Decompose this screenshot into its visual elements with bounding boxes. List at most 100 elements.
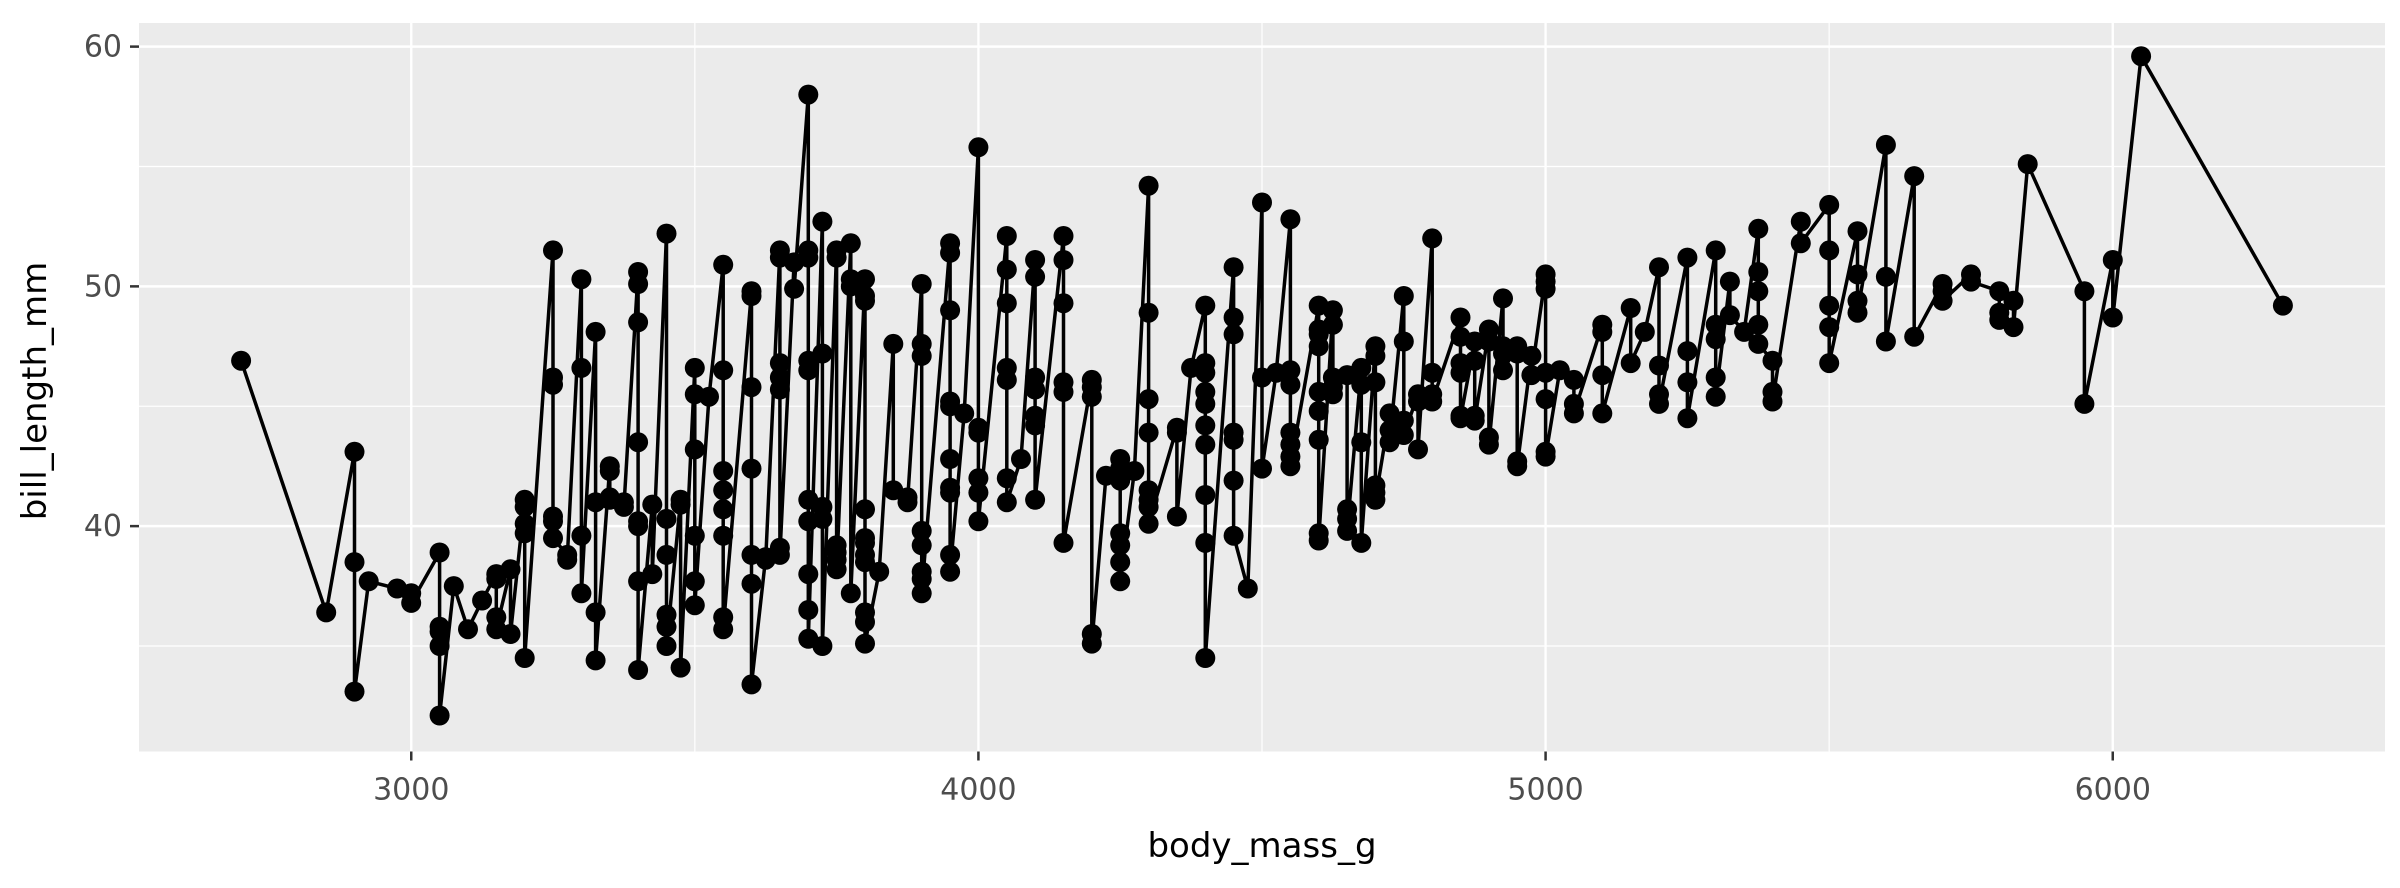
data-point bbox=[1464, 350, 1485, 371]
data-point bbox=[1223, 257, 1244, 278]
data-point bbox=[1875, 266, 1896, 287]
data-point bbox=[486, 568, 507, 589]
data-point bbox=[1351, 432, 1372, 453]
data-point bbox=[1819, 317, 1840, 338]
data-point bbox=[1110, 571, 1131, 592]
data-point bbox=[812, 343, 833, 364]
data-point bbox=[684, 357, 705, 378]
data-point bbox=[855, 269, 875, 290]
data-point bbox=[443, 576, 464, 597]
data-point bbox=[1677, 247, 1698, 268]
data-point bbox=[571, 583, 592, 604]
data-point bbox=[684, 571, 705, 592]
data-point bbox=[1138, 422, 1159, 443]
data-point bbox=[1365, 489, 1386, 510]
x-axis-title: body_mass_g bbox=[1147, 826, 1377, 866]
data-point bbox=[784, 278, 805, 299]
data-point bbox=[1705, 367, 1726, 388]
data-point bbox=[940, 242, 961, 263]
data-point bbox=[1748, 281, 1769, 302]
data-point bbox=[940, 449, 961, 469]
data-point bbox=[1620, 353, 1641, 374]
data-point bbox=[429, 636, 450, 656]
data-point bbox=[996, 468, 1017, 489]
data-point bbox=[1110, 470, 1131, 491]
data-point bbox=[713, 525, 734, 546]
data-point bbox=[1989, 281, 2010, 302]
data-point bbox=[344, 441, 365, 462]
data-point bbox=[2003, 317, 2024, 338]
data-point bbox=[1280, 374, 1301, 395]
data-point bbox=[769, 544, 790, 565]
data-point bbox=[940, 561, 961, 582]
data-point bbox=[543, 240, 563, 261]
y-axis-title: bill_length_mm bbox=[15, 261, 55, 521]
data-point bbox=[741, 573, 762, 594]
data-point bbox=[2074, 393, 2095, 414]
data-point bbox=[1025, 266, 1046, 287]
data-point bbox=[1507, 456, 1528, 477]
data-point bbox=[684, 595, 705, 616]
data-point bbox=[656, 508, 677, 529]
data-point bbox=[996, 369, 1017, 390]
data-point bbox=[996, 226, 1017, 246]
data-point bbox=[599, 461, 620, 481]
data-point bbox=[713, 461, 734, 481]
data-point bbox=[684, 439, 705, 460]
data-point bbox=[1904, 326, 1925, 347]
data-point bbox=[1053, 381, 1074, 402]
data-point bbox=[741, 377, 762, 398]
data-point bbox=[1138, 496, 1159, 517]
data-point bbox=[2131, 46, 2152, 67]
data-point bbox=[2272, 295, 2293, 316]
data-point bbox=[1351, 357, 1372, 378]
x-tick-label: 4000 bbox=[940, 773, 1016, 808]
y-tick-label: 60 bbox=[84, 30, 122, 65]
data-point bbox=[911, 274, 932, 294]
data-point bbox=[1535, 446, 1556, 467]
data-point bbox=[968, 511, 989, 532]
data-point bbox=[996, 293, 1017, 314]
data-point bbox=[514, 648, 535, 668]
data-point bbox=[911, 568, 932, 589]
data-point bbox=[940, 482, 961, 503]
data-point bbox=[628, 274, 649, 294]
data-point bbox=[1365, 372, 1386, 393]
data-point bbox=[1322, 300, 1343, 321]
data-point bbox=[911, 535, 932, 556]
data-point bbox=[628, 516, 649, 537]
data-point bbox=[628, 432, 649, 453]
data-point bbox=[812, 211, 833, 232]
data-point bbox=[429, 542, 450, 563]
data-point bbox=[1195, 415, 1216, 436]
data-point bbox=[1549, 360, 1570, 381]
data-point bbox=[316, 602, 337, 623]
data-point bbox=[1393, 410, 1414, 431]
data-point bbox=[656, 544, 677, 565]
data-point bbox=[940, 544, 961, 565]
data-point bbox=[1237, 578, 1258, 599]
data-point bbox=[1790, 211, 1811, 232]
data-point bbox=[968, 468, 989, 489]
data-point bbox=[1847, 221, 1868, 242]
data-point bbox=[1748, 333, 1769, 354]
data-point bbox=[613, 496, 634, 517]
data-point bbox=[968, 482, 989, 503]
data-point bbox=[656, 636, 677, 656]
data-point bbox=[855, 612, 875, 632]
data-point bbox=[1025, 250, 1046, 270]
x-tick-label: 5000 bbox=[1507, 773, 1583, 808]
data-point bbox=[1464, 410, 1485, 431]
data-point bbox=[1748, 262, 1769, 282]
data-point bbox=[1819, 353, 1840, 374]
data-point bbox=[557, 549, 578, 570]
data-point bbox=[429, 705, 450, 726]
data-point bbox=[840, 233, 861, 254]
data-point bbox=[1195, 532, 1216, 553]
data-point bbox=[1195, 295, 1216, 316]
data-point bbox=[1634, 321, 1655, 342]
data-point bbox=[940, 300, 961, 321]
data-point bbox=[741, 458, 762, 479]
data-point bbox=[1705, 329, 1726, 350]
